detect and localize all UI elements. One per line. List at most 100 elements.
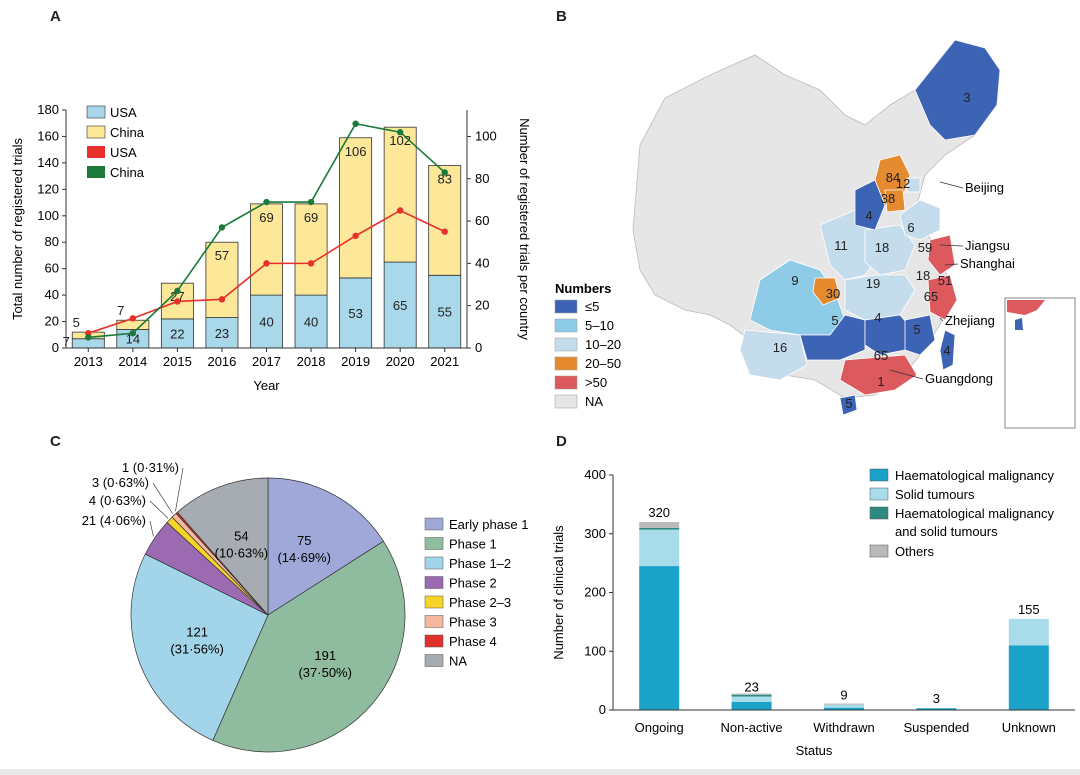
line-point-usa xyxy=(218,296,226,303)
region-number: 65 xyxy=(874,348,888,363)
bar-label-usa: 53 xyxy=(348,306,362,321)
bar-total-label: 23 xyxy=(744,679,758,694)
pie-leader xyxy=(149,520,154,537)
x-tick-label: Unknown xyxy=(1002,720,1056,735)
bar-label-china: 69 xyxy=(304,210,318,225)
region-hainan xyxy=(839,394,858,416)
bar-china xyxy=(428,165,462,276)
callout-label: Shanghai xyxy=(960,256,1015,271)
region-number: 6 xyxy=(907,220,914,235)
bar-usa xyxy=(205,317,239,349)
map-legend-label: ≤5 xyxy=(585,299,599,314)
pie-legend-swatch xyxy=(424,517,444,531)
region-number: 19 xyxy=(866,276,880,291)
x-tick-label: Non-active xyxy=(721,720,783,735)
callout-line xyxy=(944,263,959,266)
bar-label-china: 5 xyxy=(73,315,80,330)
region-number: 84 xyxy=(886,170,900,185)
region-number: 18 xyxy=(916,268,930,283)
bar-usa xyxy=(250,294,283,349)
y-tick-label: 80 xyxy=(45,234,59,249)
stacked-bar-segment xyxy=(731,694,772,697)
region-number: 18 xyxy=(875,240,889,255)
callout-label: Zhejiang xyxy=(945,313,995,328)
legend-label: USA xyxy=(110,105,137,120)
pie-label-outside: 4 (0·63%) xyxy=(89,493,146,508)
region-number: 65 xyxy=(924,289,938,304)
region-henan xyxy=(864,224,916,276)
stacked-bar-segment xyxy=(824,704,864,708)
stacked-bar-segment xyxy=(1008,618,1049,646)
bar-label-usa: 65 xyxy=(393,298,407,313)
bar-label-china: 102 xyxy=(389,133,411,148)
map-legend-swatch xyxy=(554,318,578,333)
callout-label: Jiangsu xyxy=(965,238,1010,253)
region-number: 5 xyxy=(913,322,920,337)
x-tick-label: 2014 xyxy=(118,354,147,369)
legend-swatch xyxy=(86,105,106,119)
x-axis-label: Year xyxy=(253,378,280,393)
bar-legend-swatch xyxy=(869,506,889,520)
inset-box xyxy=(1004,297,1076,429)
y-tick-label: 160 xyxy=(37,128,59,143)
y2-tick-label: 60 xyxy=(475,213,489,228)
region-number: 5 xyxy=(845,396,852,411)
x-tick-label: 2016 xyxy=(207,354,236,369)
bar-label-china: 27 xyxy=(170,289,184,304)
stacked-bar-segment xyxy=(639,566,680,710)
line-point-usa xyxy=(441,228,448,235)
bar-legend-label: and solid tumours xyxy=(895,524,998,539)
stacked-bar-segment xyxy=(824,703,864,705)
panel-label-a: A xyxy=(50,8,61,25)
legend-label: USA xyxy=(110,145,137,160)
map-legend-swatch xyxy=(554,394,578,409)
bar-legend-swatch xyxy=(869,544,889,558)
map-legend-swatch xyxy=(554,375,578,390)
bar-label-china: 69 xyxy=(259,210,273,225)
pie-label-percent: (37·50%) xyxy=(298,665,351,680)
pie-label-count: 75 xyxy=(297,533,311,548)
pie-label-outside: 21 (4·06%) xyxy=(82,513,146,528)
callout-label: Beijing xyxy=(965,180,1004,195)
panel-label-c: C xyxy=(50,433,61,450)
pie-legend-label: NA xyxy=(449,654,467,669)
pie-legend-swatch xyxy=(424,537,444,550)
pie-label-outside: 1 (0·31%) xyxy=(122,460,179,475)
y-tick-label: 60 xyxy=(45,261,59,276)
line-point-china xyxy=(352,120,359,127)
x-tick-label: 2021 xyxy=(430,354,459,369)
bar-label-usa: 14 xyxy=(126,332,140,347)
region-number: 12 xyxy=(896,176,910,191)
region-number: 38 xyxy=(881,191,895,206)
bar-china xyxy=(205,241,239,318)
line-point-china xyxy=(218,224,226,231)
pie-leader xyxy=(152,482,174,514)
x-tick-label: Withdrawn xyxy=(813,720,874,735)
map-legend-title: Numbers xyxy=(555,281,611,296)
y2-tick-label: 80 xyxy=(475,171,489,186)
y-tick-label: 180 xyxy=(37,102,59,117)
region-guangdong xyxy=(839,354,918,396)
callout-line xyxy=(889,369,924,380)
pie-legend-swatch xyxy=(424,634,444,648)
pie-legend-label: Phase 4 xyxy=(449,634,497,649)
bar-legend-swatch xyxy=(869,468,889,482)
x-tick-label: 2018 xyxy=(297,354,326,369)
bar-label-china: 83 xyxy=(437,172,451,187)
x-tick-label: Ongoing xyxy=(635,720,684,735)
bar-label-china: 7 xyxy=(117,303,124,318)
y-axis-label: Total number of registered trials xyxy=(10,137,25,320)
callout-line xyxy=(939,244,964,247)
y2-tick-label: 40 xyxy=(475,255,489,270)
chart-d-trial-status: 320 Ongoing 23 Non-active 9 Withdrawn 3 Suspend… xyxy=(551,467,1075,758)
inset-island xyxy=(1015,318,1023,330)
x-tick-label: 2019 xyxy=(341,354,370,369)
y2-tick-label: 20 xyxy=(475,298,489,313)
inset-region xyxy=(1007,300,1045,315)
pie-label-percent: (31·56%) xyxy=(170,642,223,657)
y-tick-label: 140 xyxy=(37,155,59,170)
chart-a-trials-by-year: 7520131472014222720152357201640692017406… xyxy=(10,102,532,393)
pie-slice xyxy=(130,553,269,741)
pie-legend-label: Phase 1–2 xyxy=(449,556,511,571)
region-number: 9 xyxy=(791,273,798,288)
